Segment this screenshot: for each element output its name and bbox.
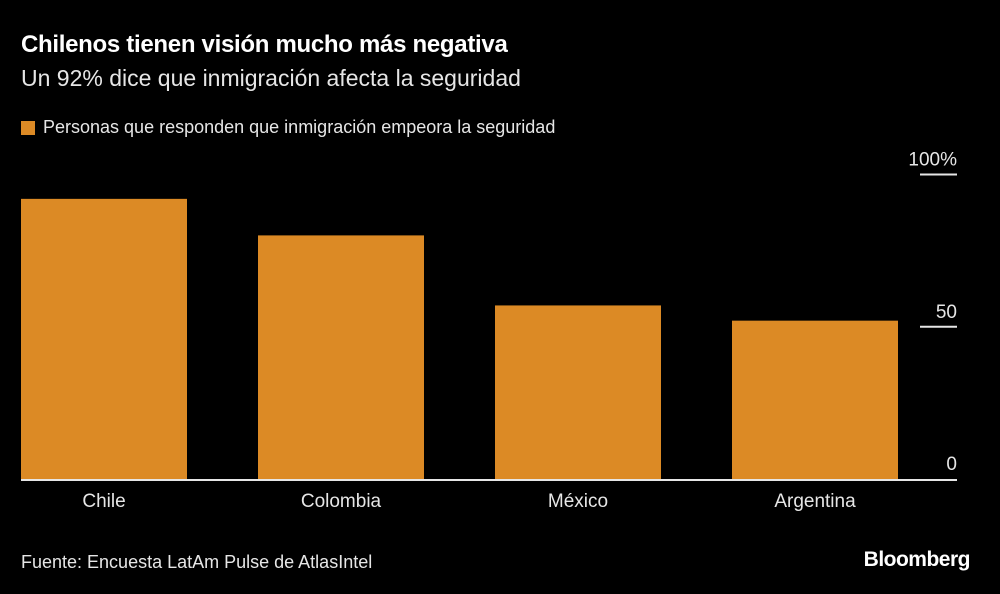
source-note: Fuente: Encuesta LatAm Pulse de AtlasInt… (21, 552, 373, 572)
chart-subtitle: Un 92% dice que inmigración afecta la se… (21, 65, 521, 91)
x-tick-label: Colombia (301, 491, 382, 512)
bar-colombia (258, 235, 424, 479)
legend-label: Personas que responden que inmigración e… (43, 117, 556, 137)
legend: Personas que responden que inmigración e… (21, 117, 555, 138)
y-tick-label: 100% (908, 150, 957, 171)
y-tick-label: 0 (946, 454, 957, 475)
chart-title: Chilenos tienen visión mucho más negativ… (21, 31, 508, 58)
x-tick-label: Chile (82, 491, 125, 512)
x-tick-label: México (548, 491, 608, 512)
bar-argentina (732, 320, 898, 479)
legend-swatch (21, 120, 35, 135)
bar-chile (21, 198, 187, 480)
y-tick-label: 50 (936, 302, 957, 323)
bar-méxico (495, 305, 661, 479)
bloomberg-logo: Bloomberg (863, 548, 971, 571)
x-tick-label: Argentina (774, 491, 856, 512)
